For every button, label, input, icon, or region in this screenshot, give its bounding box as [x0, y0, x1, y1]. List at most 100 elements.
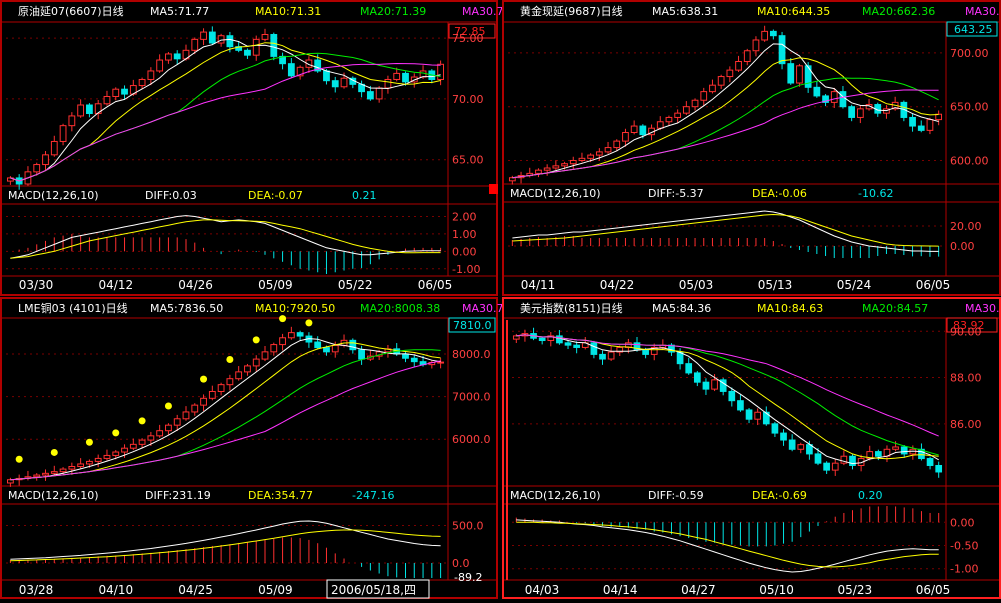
price-tick-label: 6000.0 — [452, 433, 491, 446]
candle — [719, 377, 727, 396]
dea-line — [10, 529, 441, 562]
candle — [77, 99, 85, 118]
candle — [728, 387, 736, 407]
candle — [538, 336, 546, 345]
candle — [674, 109, 682, 124]
candle — [607, 346, 615, 361]
ma5-label: MA5:638.31 — [652, 5, 718, 18]
candle — [578, 152, 586, 163]
candle — [59, 467, 67, 476]
candle — [822, 94, 829, 107]
candle — [737, 394, 744, 412]
date-tick-label: 04/10 — [99, 583, 134, 597]
ma30-line — [10, 360, 441, 481]
candle — [840, 450, 848, 466]
candle — [68, 112, 76, 132]
date-tick-label: 05/10 — [759, 583, 794, 597]
dea-label: DEA:-0.06 — [752, 187, 807, 200]
candle — [314, 336, 322, 350]
panel-gold[interactable]: 黄金现延(9687)日线 MA5:638.31 MA10:644.35 MA20… — [502, 0, 1001, 296]
candle — [547, 331, 555, 347]
macd-tick-label: 1.00 — [452, 228, 477, 241]
candle — [42, 469, 49, 481]
candle — [59, 123, 67, 146]
candle — [630, 120, 638, 135]
sar-dot — [279, 315, 287, 323]
price-tick-label: 75.00 — [452, 32, 484, 45]
candle — [200, 28, 207, 46]
candle — [6, 176, 14, 185]
date-tick-label: 06/05 — [418, 278, 453, 292]
sar-dot — [200, 375, 208, 383]
ma10-label: MA10:84.63 — [757, 302, 823, 315]
macd-tick-label: 500.0 — [452, 520, 484, 533]
candle — [296, 330, 304, 340]
candle — [665, 115, 673, 126]
candle — [762, 406, 770, 426]
sar-dot — [305, 319, 313, 327]
sar-dot — [164, 402, 172, 410]
price-tick-label: 88.00 — [950, 372, 982, 385]
sar-dot — [112, 429, 120, 437]
candle — [191, 37, 199, 55]
date-tick-label: 03/30 — [19, 278, 54, 292]
price-tick-label: 650.00 — [950, 101, 989, 114]
candle — [796, 63, 803, 87]
ma5-label: MA5:84.36 — [652, 302, 711, 315]
candle — [552, 160, 560, 170]
date-tick-label: 05/13 — [758, 278, 793, 292]
ma30-label: MA30.7 — [462, 5, 504, 18]
candle — [279, 333, 286, 351]
candle — [147, 67, 155, 86]
candle — [173, 414, 181, 432]
candle — [813, 81, 821, 98]
dea-label: DEA:-0.07 — [248, 189, 303, 202]
candle — [935, 461, 943, 478]
dea-line — [512, 213, 939, 247]
candle — [138, 77, 146, 90]
ma5-label: MA5:7836.50 — [150, 302, 223, 315]
price-tick-label: 700.00 — [950, 47, 989, 60]
macd-label: MACD(12,26,10) — [510, 187, 601, 200]
diff-label: DIFF:231.19 — [145, 489, 211, 502]
panel-crude-oil[interactable]: 原油延07(6607)日线 MA5:71.77 MA10:71.31 MA20:… — [0, 0, 504, 296]
price-tick-label: 90.00 — [950, 325, 982, 338]
price-tick-label: 86.00 — [950, 418, 982, 431]
diff-line — [10, 520, 441, 560]
macd-label: MACD(12,26,10) — [510, 489, 601, 502]
candle — [717, 74, 725, 89]
candle — [50, 135, 58, 157]
current-price: 72.85 — [454, 25, 486, 38]
ma5-line — [10, 338, 441, 481]
candle — [797, 442, 805, 454]
candle — [700, 87, 708, 106]
macd-tick-label: 0.00 — [950, 240, 975, 253]
candle — [191, 403, 199, 416]
candle — [564, 340, 572, 350]
sar-dot — [50, 448, 58, 456]
candle — [94, 99, 102, 120]
price-tick-label: 70.00 — [452, 93, 484, 106]
ma10-label: MA10:644.35 — [757, 5, 830, 18]
sar-dot — [85, 438, 93, 446]
panel-copper[interactable]: LME铜03 (4101)日线 MA5:7836.50 MA10:7920.50… — [0, 297, 504, 599]
date-tick-label: 04/27 — [681, 583, 716, 597]
date-tick-label: 05/09 — [258, 583, 293, 597]
candle — [735, 55, 742, 72]
diff-line — [516, 519, 939, 573]
candle — [349, 338, 357, 354]
diff-line — [512, 210, 939, 252]
candle — [33, 162, 41, 176]
date-tick-label: 05/23 — [838, 583, 873, 597]
panel-usd-index[interactable]: 美元指数(8151)日线 MA5:84.36 MA10:84.63 MA20:8… — [502, 297, 1001, 599]
candle — [208, 385, 216, 401]
candle — [599, 350, 606, 365]
macd-label: MACD(12,26,10) — [8, 189, 99, 202]
sar-dot — [252, 336, 260, 344]
candle — [103, 449, 111, 461]
candle — [270, 32, 278, 61]
ma10-label: MA10:7920.50 — [255, 302, 335, 315]
candle — [780, 429, 787, 446]
candle — [182, 406, 190, 421]
